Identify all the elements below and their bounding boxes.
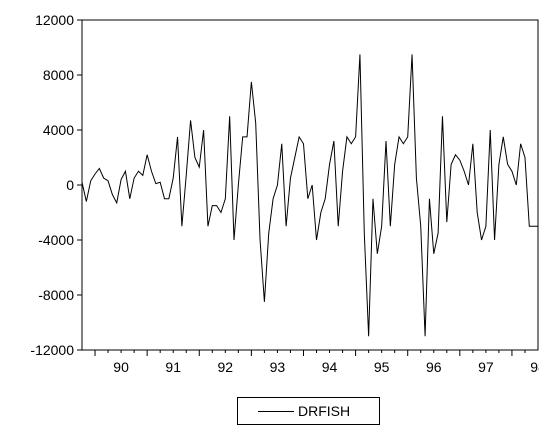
legend-line-swatch [258,411,294,412]
y-tick-label: 8000 [43,67,74,83]
y-tick-label: -4000 [38,232,74,248]
series-line-drfish [81,54,538,337]
y-tick-label: -12000 [30,342,74,358]
x-tick-label: 97 [478,359,494,375]
plot-area [81,19,539,351]
x-tick-label: 98 [530,359,539,375]
y-tick-label: 0 [66,177,74,193]
x-tick-label: 95 [374,359,390,375]
y-tick-label: -8000 [38,287,74,303]
x-tick-label: 96 [426,359,442,375]
x-axis: 90 91 92 93 94 95 96 97 98 [94,350,539,375]
x-tick-label: 94 [322,359,338,375]
x-tick-label: 93 [270,359,286,375]
legend: DRFISH [237,397,380,425]
y-tick-label: 4000 [43,122,74,138]
y-tick-label: 12000 [35,12,74,28]
legend-label: DRFISH [298,403,351,419]
x-tick-label: 90 [113,359,129,375]
x-tick-label: 92 [218,359,234,375]
x-tick-label: 91 [165,359,181,375]
y-axis: 12000 8000 4000 0 -4000 -8000 -12000 [30,12,82,358]
